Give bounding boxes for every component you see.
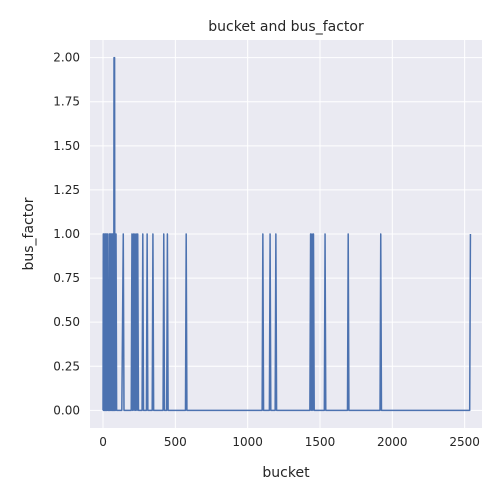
y-tick-label: 0.25: [53, 359, 80, 373]
y-tick-label: 2.00: [53, 51, 80, 65]
y-tick-label: 1.75: [53, 95, 80, 109]
y-tick-label: 0.50: [53, 315, 80, 329]
chart-title: bucket and bus_factor: [208, 19, 364, 35]
x-tick-label: 2000: [377, 435, 408, 449]
y-tick-label: 1.25: [53, 183, 80, 197]
x-tick-label: 500: [164, 435, 187, 449]
x-axis-label: bucket: [262, 465, 310, 481]
x-tick-labels: 0 500 1000 1500 2000 2500: [99, 435, 480, 449]
x-tick-label: 0: [99, 435, 107, 449]
x-tick-label: 1000: [232, 435, 263, 449]
y-tick-label: 1.50: [53, 139, 80, 153]
y-axis-label: bus_factor: [21, 197, 37, 270]
y-tick-label: 0.00: [53, 403, 80, 417]
y-tick-label: 1.00: [53, 227, 80, 241]
x-tick-label: 1500: [305, 435, 336, 449]
y-tick-label: 0.75: [53, 271, 80, 285]
series-lines: [102, 56, 472, 412]
series-line-0: [102, 56, 472, 412]
x-tick-label: 2500: [449, 435, 480, 449]
y-tick-labels: 0.00 0.25 0.50 0.75 1.00 1.25 1.50 1.75 2.00: [53, 51, 80, 418]
